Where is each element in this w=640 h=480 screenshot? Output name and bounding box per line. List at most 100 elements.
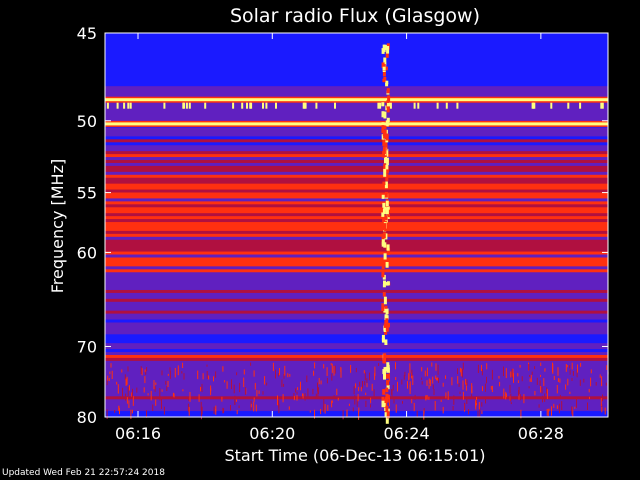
noise-speck	[565, 384, 567, 390]
noise-speck	[510, 393, 512, 402]
noise-speck	[258, 390, 260, 394]
noise-speck	[395, 377, 397, 380]
plot-area	[104, 32, 609, 424]
noise-speck	[221, 396, 223, 402]
noise-speck	[553, 403, 555, 408]
noise-speck	[447, 391, 449, 400]
frequency-row	[105, 260, 608, 264]
band-tick	[262, 102, 264, 109]
noise-speck	[323, 396, 325, 406]
noise-speck	[356, 399, 358, 407]
frequency-row	[105, 269, 608, 273]
y-axis: 45 50 55 60 70 80	[77, 24, 608, 427]
noise-speck	[143, 387, 145, 393]
noise-speck	[479, 408, 481, 417]
noise-speck	[557, 378, 559, 382]
noise-speck	[250, 362, 252, 366]
band-tick	[436, 102, 439, 109]
noise-speck	[360, 386, 362, 392]
noise-speck	[401, 379, 403, 385]
noise-speck	[426, 380, 428, 386]
noise-speck	[519, 394, 521, 401]
noise-speck	[471, 386, 473, 394]
noise-speck	[174, 368, 176, 378]
noise-speck	[459, 391, 461, 395]
noise-speck	[393, 396, 395, 404]
noise-speck	[161, 370, 163, 376]
burst-mark	[382, 146, 386, 155]
noise-speck	[352, 407, 354, 412]
noise-speck	[275, 369, 276, 379]
band-tick	[456, 102, 459, 109]
noise-speck	[548, 408, 550, 412]
y-tick-label: 45	[77, 24, 97, 43]
band-tick	[182, 102, 185, 109]
x-tick-label: 06:24	[384, 424, 430, 443]
noise-speck	[295, 388, 297, 393]
noise-speck	[432, 376, 434, 384]
burst-mark	[383, 206, 387, 211]
noise-speck	[154, 386, 156, 392]
frequency-row	[105, 44, 608, 49]
noise-speck	[145, 370, 147, 375]
band-tick	[129, 102, 132, 109]
noise-speck	[326, 367, 328, 377]
burst-mark	[385, 148, 389, 157]
noise-speck	[146, 367, 148, 372]
noise-speck	[539, 380, 541, 386]
noise-speck	[485, 398, 486, 404]
burst-mark	[383, 129, 387, 137]
noise-speck	[528, 364, 530, 371]
noise-speck	[125, 378, 127, 386]
burst-mark	[385, 51, 389, 58]
noise-speck	[331, 400, 333, 403]
frequency-row	[105, 142, 608, 146]
noise-speck	[330, 363, 332, 366]
noise-speck	[475, 400, 477, 404]
frequency-row	[105, 165, 608, 170]
y-tick-label: 50	[77, 112, 97, 131]
burst-mark	[382, 292, 386, 297]
noise-speck	[262, 391, 264, 395]
frequency-row	[105, 337, 608, 341]
noise-speck	[144, 376, 146, 384]
noise-speck	[409, 363, 411, 374]
noise-speck	[238, 405, 240, 409]
frequency-row	[105, 233, 608, 238]
noise-speck	[464, 402, 466, 411]
x-axis-label: Start Time (06-Dec-13 06:15:01)	[224, 446, 485, 465]
frequency-row	[105, 100, 608, 105]
frequency-row	[105, 80, 608, 84]
burst-mark	[381, 48, 385, 54]
frequency-row	[105, 222, 608, 226]
noise-speck	[577, 364, 578, 373]
frequency-row	[105, 195, 608, 200]
burst-mark	[384, 66, 388, 71]
burst-mark	[383, 253, 387, 260]
noise-speck	[510, 402, 512, 405]
noise-speck	[358, 410, 360, 420]
noise-speck	[435, 363, 437, 371]
burst-mark	[385, 133, 389, 141]
noise-speck	[465, 382, 467, 391]
noise-speck	[572, 371, 574, 376]
noise-speck	[300, 381, 301, 391]
frequency-row	[105, 257, 608, 262]
noise-speck	[477, 410, 479, 418]
noise-speck	[124, 374, 126, 380]
frequency-row	[105, 384, 608, 389]
frequency-row	[105, 50, 608, 55]
noise-speck	[127, 366, 129, 372]
noise-speck	[183, 373, 185, 380]
burst-mark	[386, 411, 390, 419]
noise-speck	[354, 395, 356, 405]
frequency-row	[105, 151, 608, 155]
burst-mark	[383, 327, 387, 332]
burst-mark	[387, 103, 390, 107]
noise-speck	[108, 378, 110, 381]
noise-speck	[206, 371, 208, 379]
noise-speck	[459, 367, 461, 373]
noise-speck	[517, 380, 519, 383]
noise-speck	[324, 404, 326, 414]
y-tick-label: 80	[77, 408, 97, 427]
